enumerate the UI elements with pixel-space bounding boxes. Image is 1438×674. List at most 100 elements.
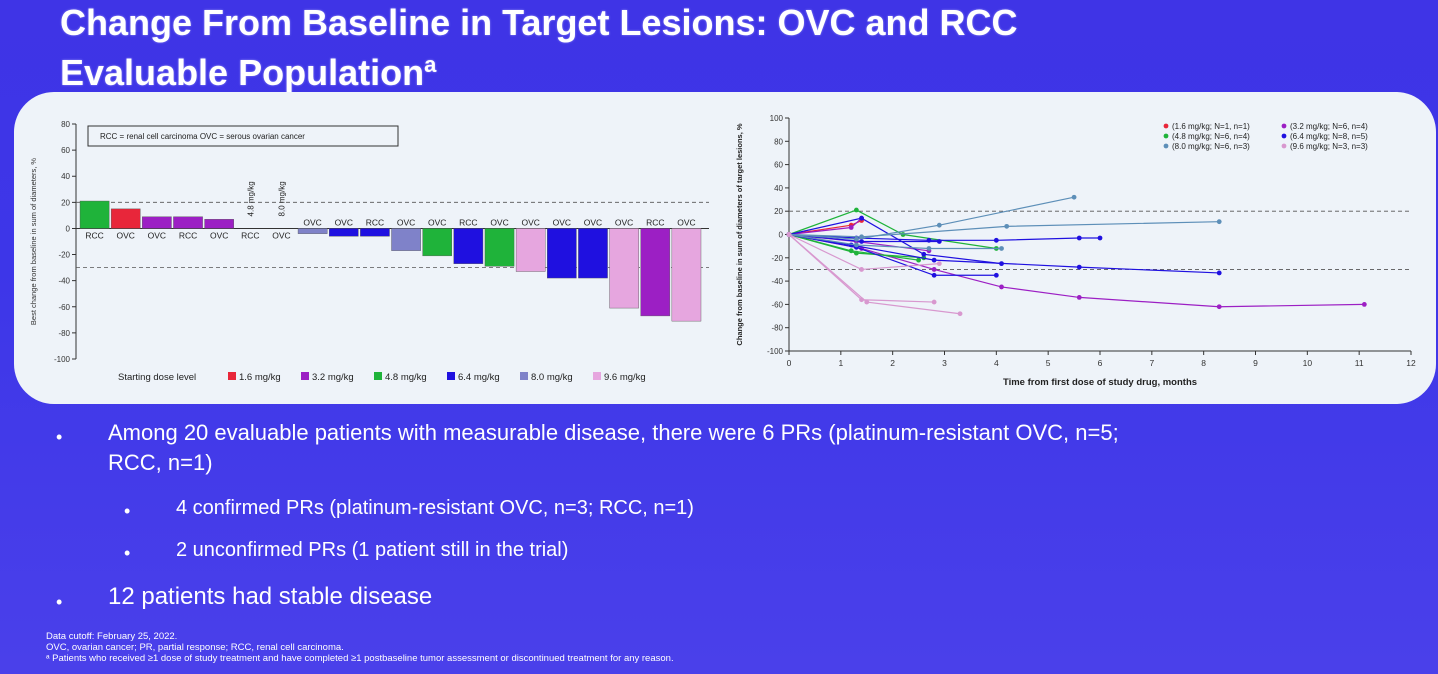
bar-category-label: OVC	[303, 217, 321, 227]
y-tick-label: 60	[774, 161, 783, 170]
bar	[422, 228, 452, 257]
y-tick-label: -20	[58, 251, 70, 260]
y-tick-label: -100	[767, 347, 784, 356]
legend-swatch	[520, 372, 528, 380]
legend-label: 3.2 mg/kg	[312, 372, 354, 383]
bar-category-label: RCC	[646, 217, 664, 227]
data-point	[993, 272, 999, 278]
bar-category-label: OVC	[490, 217, 508, 227]
y-tick-label: 0	[66, 224, 71, 233]
bullet-2: 4 confirmed PRs (platinum-resistant OVC,…	[176, 497, 694, 519]
data-point	[1216, 270, 1222, 276]
bar-category-label: RCC	[85, 230, 103, 240]
bar	[204, 219, 234, 229]
data-point	[853, 236, 859, 242]
x-tick-label: 10	[1303, 358, 1313, 368]
legend-label: 9.6 mg/kg	[604, 372, 646, 383]
bar-category-label: RCC	[366, 217, 384, 227]
bar-category-label: OVC	[553, 217, 571, 227]
legend-swatch	[593, 372, 601, 380]
y-tick-label: 80	[61, 120, 70, 129]
data-point	[859, 234, 864, 240]
legend-label: (1.6 mg/kg; N=1, n=1)	[1172, 122, 1250, 131]
legend-swatch	[228, 372, 236, 380]
y-tick-label: -80	[771, 324, 783, 333]
x-tick-label: 0	[787, 358, 792, 368]
y-tick-label: 0	[779, 231, 784, 240]
x-tick-label: 3	[942, 358, 947, 368]
legend-label: 6.4 mg/kg	[458, 372, 500, 383]
data-point	[931, 299, 937, 305]
x-tick-label: 6	[1098, 358, 1103, 368]
footnote-2: OVC, ovarian cancer; PR, partial respons…	[46, 642, 344, 653]
bar	[110, 208, 141, 229]
legend-label: 4.8 mg/kg	[385, 372, 427, 383]
x-tick-label: 4	[994, 358, 999, 368]
data-point	[999, 246, 1004, 251]
data-point	[853, 242, 859, 248]
data-point	[848, 248, 854, 254]
bar-category-label: OVC	[428, 217, 446, 227]
bar	[391, 228, 421, 251]
x-tick-label: 11	[1355, 358, 1364, 368]
legend-label: (8.0 mg/kg; N=6, n=3)	[1172, 142, 1250, 151]
y-tick-label: 40	[61, 172, 70, 181]
bar-category-label: RCC	[241, 230, 259, 240]
data-point	[926, 246, 932, 251]
legend-swatch	[374, 372, 382, 380]
bar	[609, 228, 639, 309]
data-point	[999, 284, 1004, 290]
data-point	[921, 251, 927, 257]
bar	[640, 228, 671, 317]
legend-marker	[1163, 133, 1169, 139]
y-tick-label: 60	[61, 146, 70, 155]
bar	[329, 228, 359, 237]
title-line-1: Change From Baseline in Target Lesions: …	[60, 2, 1018, 43]
data-point	[1076, 264, 1082, 270]
bullet-dot-3: •	[124, 543, 131, 563]
bar	[671, 228, 702, 322]
y-tick-label: 40	[774, 184, 783, 193]
y-tick-label: 20	[774, 207, 783, 216]
bar	[360, 228, 390, 237]
legend-swatch	[447, 372, 455, 380]
legend-marker	[1281, 123, 1287, 129]
y-tick-label: -20	[771, 254, 783, 263]
data-point	[936, 222, 942, 228]
data-point	[931, 257, 937, 263]
x-tick-label: 1	[838, 358, 843, 368]
legend-marker	[1281, 133, 1287, 139]
data-point	[1004, 223, 1010, 229]
legend-marker	[1163, 143, 1169, 149]
bar	[79, 200, 110, 229]
legend-label: 8.0 mg/kg	[531, 372, 573, 383]
x-axis-label: Time from first dose of study drug, mont…	[1003, 377, 1197, 388]
title-superscript: a	[424, 52, 437, 77]
bar-category-label: OVC	[117, 230, 135, 240]
bar-category-label: OVC	[677, 217, 695, 227]
x-tick-label: 8	[1201, 358, 1206, 368]
data-point	[859, 267, 864, 272]
data-point	[1097, 235, 1103, 241]
y-tick-label: -40	[771, 277, 783, 286]
series-line	[788, 217, 1002, 265]
bar	[547, 228, 577, 279]
bullet-3: 2 unconfirmed PRs (1 patient still in th…	[176, 539, 569, 561]
bar	[173, 216, 203, 229]
legend-label: (4.8 mg/kg; N=6, n=4)	[1172, 132, 1250, 141]
data-point	[853, 207, 859, 213]
bar-category-label: RCC	[179, 230, 197, 240]
data-point	[1076, 295, 1082, 300]
bar	[484, 228, 515, 267]
footnote-1: Data cutoff: February 25, 2022.	[46, 631, 178, 642]
abbreviation-text: RCC = renal cell carcinoma OVC = serous …	[100, 132, 305, 141]
legend-marker	[1281, 143, 1287, 149]
bar	[453, 228, 484, 264]
title-line-2: Evaluable Population	[60, 52, 425, 93]
x-tick-label: 7	[1149, 358, 1154, 368]
bullet-dot-2: •	[124, 501, 131, 521]
bar	[297, 228, 328, 234]
bar-category-label: OVC	[210, 230, 228, 240]
data-point	[1076, 235, 1082, 241]
